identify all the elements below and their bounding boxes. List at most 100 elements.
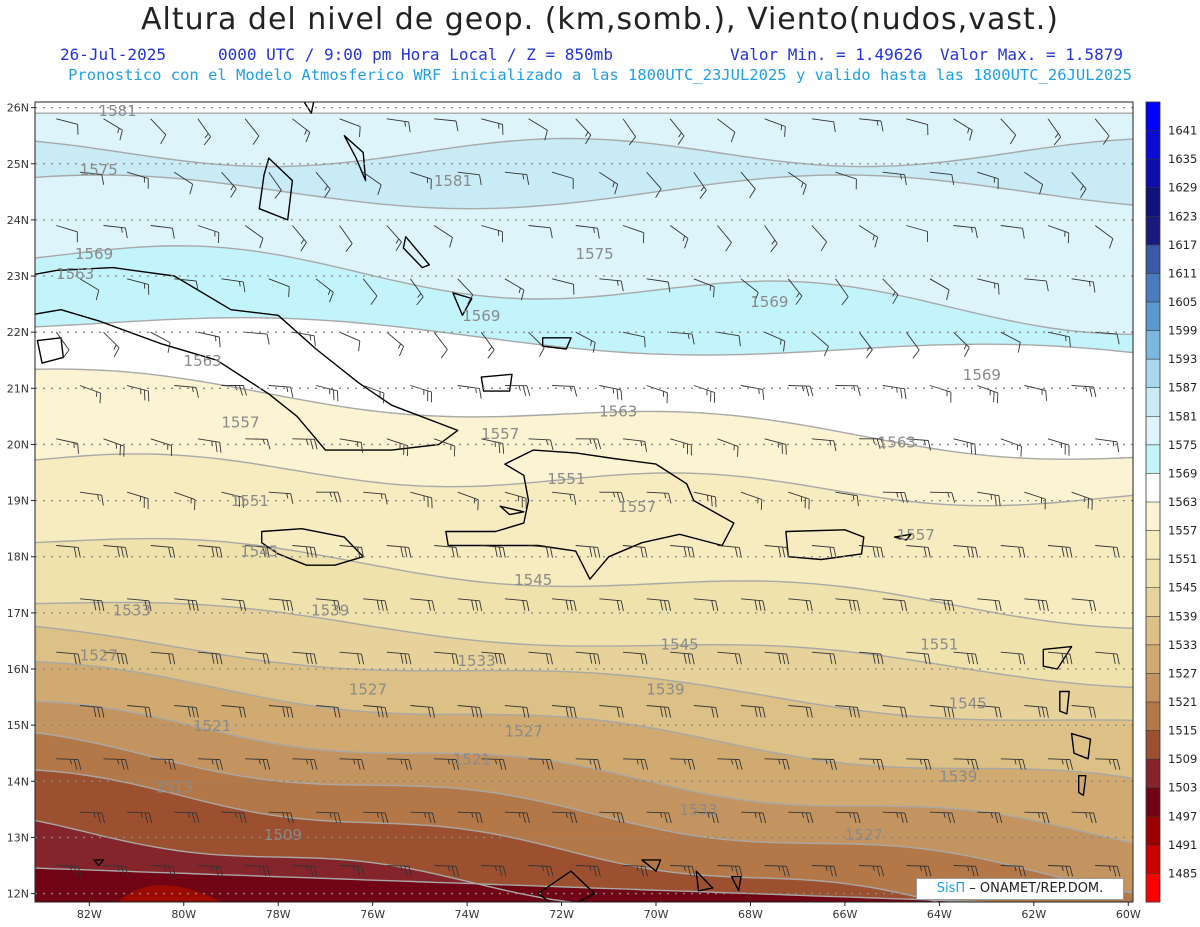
colorbar-swatch: [1146, 216, 1160, 246]
colorbar-label: 1509: [1168, 752, 1197, 766]
colorbar-swatch: [1146, 759, 1160, 789]
lat-label: 19N: [7, 495, 29, 508]
colorbar-label: 1533: [1168, 638, 1197, 652]
colorbar-swatch: [1146, 673, 1160, 703]
contour-label: 1557: [481, 425, 519, 443]
colorbar-label: 1641: [1168, 124, 1197, 138]
lon-label: 70W: [644, 908, 669, 921]
contour-label: 1545: [949, 694, 987, 712]
lat-label: 13N: [7, 831, 29, 844]
lat-label: 20N: [7, 438, 29, 451]
colorbar-swatch: [1146, 702, 1160, 732]
contour-label: 1563: [878, 433, 916, 451]
contour-label: 1527: [845, 826, 883, 844]
colorbar-swatch: [1146, 587, 1160, 617]
lat-label: 24N: [7, 214, 29, 227]
colorbar-swatch: [1146, 187, 1160, 217]
colorbar-label: 1623: [1168, 209, 1197, 223]
colorbar-label: 1497: [1168, 809, 1197, 823]
wind-barbs: [55, 118, 1121, 877]
colorbar-swatch: [1146, 616, 1160, 646]
credit-org: – ONAMET/REP.DOM.: [969, 881, 1104, 896]
contour-label: 1527: [80, 647, 118, 665]
lat-label: 21N: [7, 382, 29, 395]
lon-label: 62W: [1021, 908, 1046, 921]
colorbar-swatch: [1146, 359, 1160, 389]
lat-label: 12N: [7, 888, 29, 901]
colorbar-swatch: [1146, 473, 1160, 503]
colorbar-swatch: [1146, 730, 1160, 760]
contour-label: 1551: [920, 635, 958, 653]
colorbar-swatch: [1146, 644, 1160, 674]
colorbar-label: 1515: [1168, 724, 1197, 738]
colorbar-label: 1557: [1168, 524, 1197, 538]
lat-label: 22N: [7, 326, 29, 339]
colorbar-label: 1521: [1168, 695, 1197, 709]
colorbar-label: 1599: [1168, 324, 1197, 338]
colorbar-swatch: [1146, 844, 1160, 874]
lat-label: 17N: [7, 607, 29, 620]
colorbar-swatch: [1146, 816, 1160, 846]
colorbar-swatch: [1146, 787, 1160, 817]
colorbar-swatch: [1146, 273, 1160, 303]
lon-label: 76W: [360, 908, 385, 921]
contour-label: 1533: [457, 652, 495, 670]
colorbar-label: 1485: [1168, 866, 1197, 880]
contour-label: 1527: [505, 722, 543, 740]
lat-label: 25N: [7, 158, 29, 171]
contour-label: 1557: [897, 526, 935, 544]
contour-label: 1569: [75, 245, 113, 263]
colorbar-swatch: [1146, 159, 1160, 189]
contour-label: 1539: [939, 767, 977, 785]
time-info: 0000 UTC / 9:00 pm Hora Local / Z = 850m…: [218, 45, 613, 64]
contour-label: 1551: [231, 492, 269, 510]
colorbar-label: 1575: [1168, 438, 1197, 452]
lon-label: 64W: [927, 908, 952, 921]
contour-label: 1509: [264, 826, 302, 844]
colorbar-swatch: [1146, 244, 1160, 274]
contour-label: 1575: [80, 161, 118, 179]
contour-labels: 1581 1575 1581 1569 1563 1575 1569 1569 1563 1569…: [56, 102, 1001, 844]
colorbar-swatch: [1146, 387, 1160, 417]
contour-label: 1521: [453, 750, 491, 768]
colorbar-label: 1545: [1168, 581, 1197, 595]
contour-label: 1563: [599, 402, 637, 420]
min-value: Valor Min. = 1.49626: [730, 45, 923, 64]
lat-label: 23N: [7, 270, 29, 283]
colorbar-label: 1563: [1168, 495, 1197, 509]
contour-label: 1581: [434, 172, 472, 190]
lon-label: 68W: [738, 908, 763, 921]
colorbar-swatch: [1146, 559, 1160, 589]
contour-label: 1563: [56, 265, 94, 283]
colorbar-label: 1491: [1168, 838, 1197, 852]
map-title: Altura del nivel de geop. (km,somb.), Vi…: [141, 2, 1059, 37]
coastlines: [35, 102, 1092, 902]
colorbar-label: 1629: [1168, 181, 1197, 195]
colorbar-swatch: [1146, 302, 1160, 332]
height-field: [35, 102, 1133, 902]
colorbar-label: 1527: [1168, 666, 1197, 680]
contour-label: 1545: [661, 635, 699, 653]
colorbar-swatch: [1146, 530, 1160, 560]
contour-label: 1557: [618, 498, 656, 516]
colorbar-swatch: [1146, 873, 1160, 903]
forecast-subtitle: Pronostico con el Modelo Atmosferico WRF…: [68, 66, 1132, 84]
colorbar-label: 1569: [1168, 466, 1197, 480]
colorbar-label: 1635: [1168, 152, 1197, 166]
contour-label: 1521: [193, 717, 231, 735]
lat-label: 26N: [7, 102, 29, 115]
contour-label: 1533: [679, 801, 717, 819]
lon-label: 66W: [832, 908, 857, 921]
colorbar-label: 1539: [1168, 609, 1197, 623]
contour-label: 1563: [184, 352, 222, 370]
contour-label: 1539: [646, 680, 684, 698]
axis-labels: 26N 25N 24N 23N 22N 21N 20N 19N 18N 17N 16N 15N 14N 1…: [7, 102, 1141, 921]
lat-label: 14N: [7, 775, 29, 788]
contour-label: 1545: [514, 571, 552, 589]
contour-label: 1569: [750, 293, 788, 311]
sispi-logo: SisΠ: [936, 881, 966, 896]
max-value: Valor Max. = 1.5879: [940, 45, 1124, 64]
lat-label: 16N: [7, 663, 29, 676]
colorbar-label: 1593: [1168, 352, 1197, 366]
